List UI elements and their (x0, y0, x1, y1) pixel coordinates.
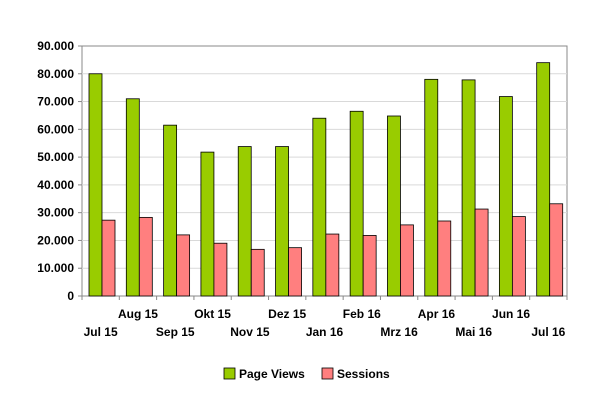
bars (88, 62, 564, 297)
y-tick-label: 0 (67, 289, 74, 303)
x-tick-label: Feb 16 (343, 307, 381, 321)
x-tick-label: Jul 16 (531, 325, 565, 339)
x-tick-label: Jul 15 (84, 325, 118, 339)
y-tick-label: 90.000 (37, 39, 74, 53)
x-tick-label: Sep 15 (156, 325, 195, 339)
y-tick-label: 40.000 (37, 178, 74, 192)
x-tick-label: Mai 16 (455, 325, 492, 339)
bar (325, 233, 340, 297)
bar (237, 146, 252, 297)
x-tick-label: Jun 16 (492, 307, 530, 321)
bar (88, 73, 103, 297)
legend-swatch (321, 367, 334, 380)
x-tick-label: Jan 16 (306, 325, 344, 339)
bar (213, 242, 228, 297)
bar (461, 79, 476, 297)
bar (474, 208, 489, 297)
bar (400, 224, 414, 297)
bar (125, 98, 140, 297)
bar (250, 248, 265, 297)
legend-label: Page Views (239, 367, 305, 381)
y-tick-label: 70.000 (37, 95, 74, 109)
bar (387, 115, 401, 297)
bar (200, 151, 215, 297)
y-tick-label: 50.000 (37, 150, 74, 164)
bar (176, 234, 191, 297)
y-tick-label: 80.000 (37, 67, 74, 81)
y-tick-label: 30.000 (37, 206, 74, 220)
bar (101, 219, 116, 297)
bar (437, 220, 452, 297)
bar (138, 216, 153, 297)
bar (536, 62, 551, 297)
y-tick-label: 20.000 (37, 233, 74, 247)
bar (498, 96, 513, 297)
bar (275, 146, 289, 297)
legend-swatch (223, 367, 236, 380)
x-tick-label: Dez 15 (268, 307, 306, 321)
bar (424, 78, 439, 297)
x-tick-label: Mrz 16 (380, 325, 418, 339)
bar (362, 235, 377, 297)
legend-label: Sessions (337, 367, 390, 381)
bar (349, 110, 364, 297)
x-tick-label: Aug 15 (118, 307, 158, 321)
bar (511, 216, 526, 297)
bar (549, 203, 564, 297)
y-tick-label: 10.000 (37, 261, 74, 275)
bar (163, 124, 178, 297)
x-tick-label: Nov 15 (230, 325, 270, 339)
legend: Page Views Sessions (223, 367, 390, 381)
bar (288, 247, 302, 297)
y-axis-ticks: 0 10.000 20.000 30.000 40.000 50.000 60.000 70.… (37, 39, 82, 303)
y-tick-label: 60.000 (37, 122, 74, 136)
x-tick-label: Apr 16 (418, 307, 456, 321)
bar (312, 117, 327, 297)
x-tick-label: Okt 15 (194, 307, 231, 321)
